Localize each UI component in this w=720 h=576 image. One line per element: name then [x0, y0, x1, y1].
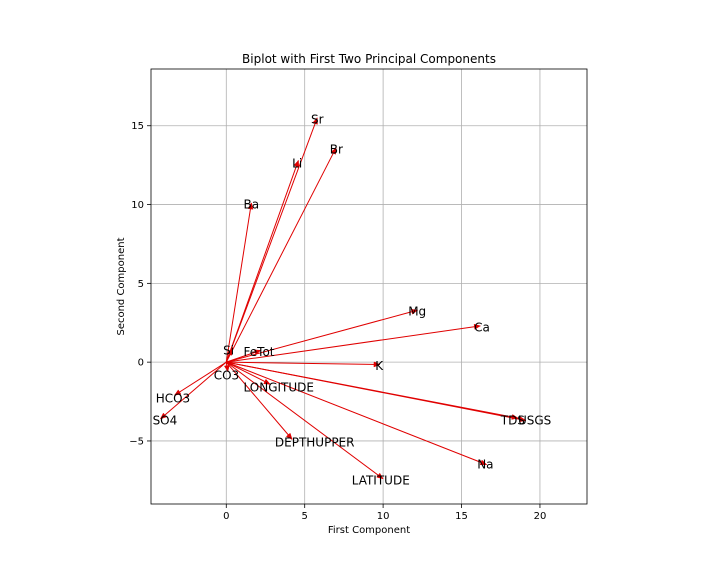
vector-label-na: Na [477, 458, 493, 472]
arrow-k [226, 361, 380, 366]
arrow-mg [226, 309, 418, 363]
arrowhead-na [479, 459, 488, 465]
vector-label-co3: CO3 [214, 369, 239, 383]
x-tick-label: 5 [302, 511, 308, 522]
arrow-latitude [225, 361, 384, 480]
arrowhead-mg [410, 309, 419, 315]
vector-label-li: Li [292, 157, 302, 171]
arrowhead-usgs [519, 416, 527, 423]
vector-label-depthupper: DEPTHUPPER [275, 436, 355, 450]
x-tick-label: 20 [534, 511, 547, 522]
vector-label-br: Br [330, 142, 343, 156]
arrowhead-k [373, 361, 381, 368]
plot-frame [150, 68, 588, 505]
arrowhead-sr [312, 117, 318, 125]
arrow-na [226, 361, 487, 466]
arrowhead-fetot [253, 349, 262, 356]
vector-label-ca: Ca [474, 320, 490, 334]
chart-title: Biplot with First Two Principal Componen… [242, 52, 496, 66]
arrow-li [225, 160, 299, 363]
x-tick-label: 10 [377, 511, 390, 522]
arrow-ba [225, 202, 252, 363]
arrowhead-depthupper [285, 432, 293, 440]
vector-label-longitude: LONGITUDE [244, 380, 314, 394]
arrowhead-li [293, 159, 300, 168]
x-axis-label: First Component [328, 525, 410, 536]
x-axis-ticks: 0 5 10 15 20 [223, 504, 546, 522]
arrow-usgs [226, 361, 526, 421]
y-axis-ticks: −5 0 5 10 15 [129, 121, 151, 447]
vector-label-fetot: FeTot [244, 345, 275, 359]
vector-label-tds: TDS [500, 413, 525, 427]
arrow-so4 [160, 361, 227, 420]
arrow-depthupper [225, 361, 293, 440]
y-axis-label: Second Component [116, 237, 127, 335]
arrowhead-ca [473, 323, 481, 330]
arrowhead-co3 [223, 364, 230, 373]
arrow-hco3 [174, 361, 227, 396]
arrow-sr [225, 117, 318, 363]
vector-label-usgs: USGS [518, 413, 551, 427]
grid [151, 69, 587, 504]
vector-label-mg: Mg [408, 305, 426, 319]
vector-label-so4: SO4 [153, 413, 178, 427]
arrow-ca [226, 325, 481, 363]
arrow-longitude [226, 361, 271, 385]
vector-label-k: K [375, 359, 384, 373]
y-tick-label: 5 [138, 279, 144, 290]
y-tick-label: 0 [138, 358, 144, 369]
arrowhead-latitude [376, 472, 384, 480]
vector-labels: Sr Br Li Ba Mg Ca Si FeTot K CO3 LONGITUDE HCO3 SO4 T… [153, 112, 552, 487]
arrowhead-si [226, 348, 233, 356]
y-tick-label: 15 [131, 121, 144, 132]
vector-arrows [159, 117, 527, 480]
y-tick-label: 10 [131, 200, 144, 211]
arrow-br [225, 147, 337, 363]
vector-label-hco3: HCO3 [156, 391, 190, 405]
arrowhead-br [330, 147, 337, 155]
y-tick-label: −5 [129, 436, 144, 447]
arrowhead-hco3 [173, 389, 182, 396]
vector-label-si: Si [223, 343, 234, 357]
vector-label-latitude: LATITUDE [352, 473, 410, 487]
arrowhead-so4 [159, 412, 168, 420]
vector-label-ba: Ba [244, 198, 260, 212]
x-tick-label: 0 [223, 511, 229, 522]
vector-label-sr: Sr [311, 112, 324, 126]
arrowhead-longitude [263, 378, 271, 385]
x-tick-label: 15 [455, 511, 468, 522]
arrowhead-ba [247, 202, 254, 210]
